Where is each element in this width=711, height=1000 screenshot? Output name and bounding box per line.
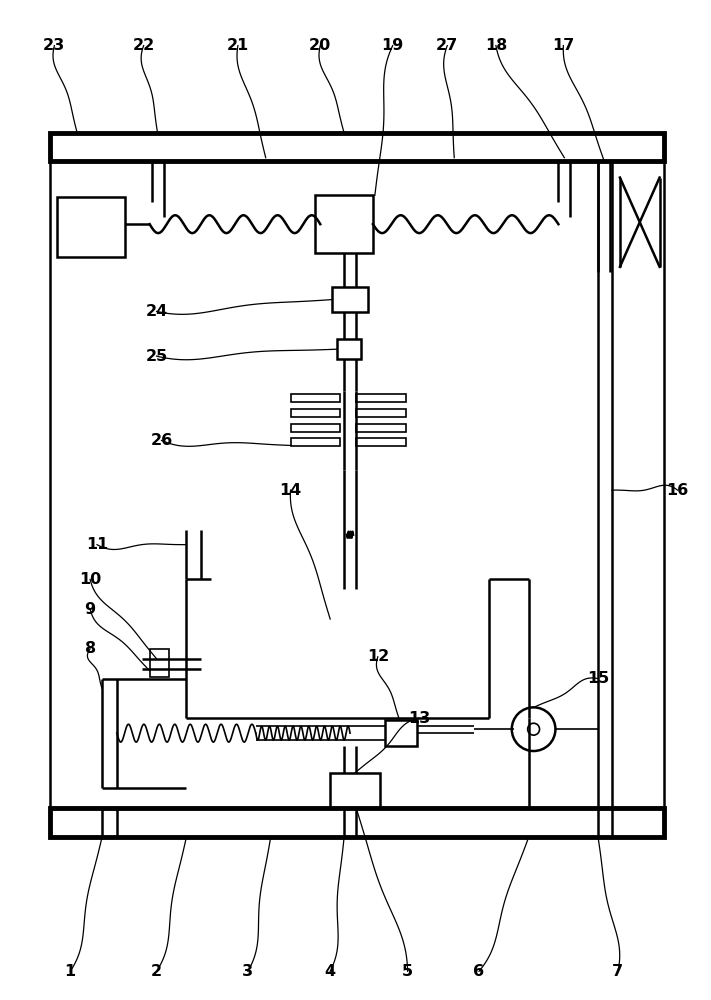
Bar xyxy=(149,649,169,677)
Bar xyxy=(291,438,340,446)
Text: 16: 16 xyxy=(666,483,688,498)
Text: 2: 2 xyxy=(151,964,162,979)
Text: 6: 6 xyxy=(474,964,485,979)
Text: 23: 23 xyxy=(43,38,65,53)
Text: 1: 1 xyxy=(65,964,76,979)
Text: 19: 19 xyxy=(382,38,404,53)
Bar xyxy=(50,133,663,161)
Bar xyxy=(291,394,340,402)
Bar xyxy=(337,339,361,359)
Text: 8: 8 xyxy=(85,641,96,656)
Text: 21: 21 xyxy=(227,38,249,53)
Text: 20: 20 xyxy=(309,38,331,53)
Bar xyxy=(58,197,125,257)
Text: 24: 24 xyxy=(146,304,168,319)
Text: 4: 4 xyxy=(325,964,336,979)
Bar xyxy=(356,424,405,432)
Text: 15: 15 xyxy=(587,671,609,686)
Text: 14: 14 xyxy=(279,483,301,498)
Text: 25: 25 xyxy=(146,349,168,364)
Bar xyxy=(356,394,405,402)
Bar xyxy=(315,195,373,253)
Text: 5: 5 xyxy=(402,964,413,979)
Bar xyxy=(291,424,340,432)
Bar xyxy=(356,409,405,417)
Text: 17: 17 xyxy=(552,38,574,53)
Text: 13: 13 xyxy=(408,711,431,726)
Text: 22: 22 xyxy=(132,38,155,53)
Bar xyxy=(291,409,340,417)
Bar xyxy=(330,773,380,808)
Text: 3: 3 xyxy=(242,964,253,979)
Text: 11: 11 xyxy=(86,537,108,552)
Text: 18: 18 xyxy=(485,38,507,53)
Text: 27: 27 xyxy=(436,38,459,53)
Text: 7: 7 xyxy=(612,964,624,979)
Bar xyxy=(385,720,417,746)
Text: 10: 10 xyxy=(79,572,101,587)
Bar xyxy=(50,808,663,837)
Bar xyxy=(332,287,368,312)
Text: 12: 12 xyxy=(367,649,389,664)
Text: 9: 9 xyxy=(85,602,96,617)
Text: 26: 26 xyxy=(151,433,173,448)
Bar xyxy=(356,438,405,446)
